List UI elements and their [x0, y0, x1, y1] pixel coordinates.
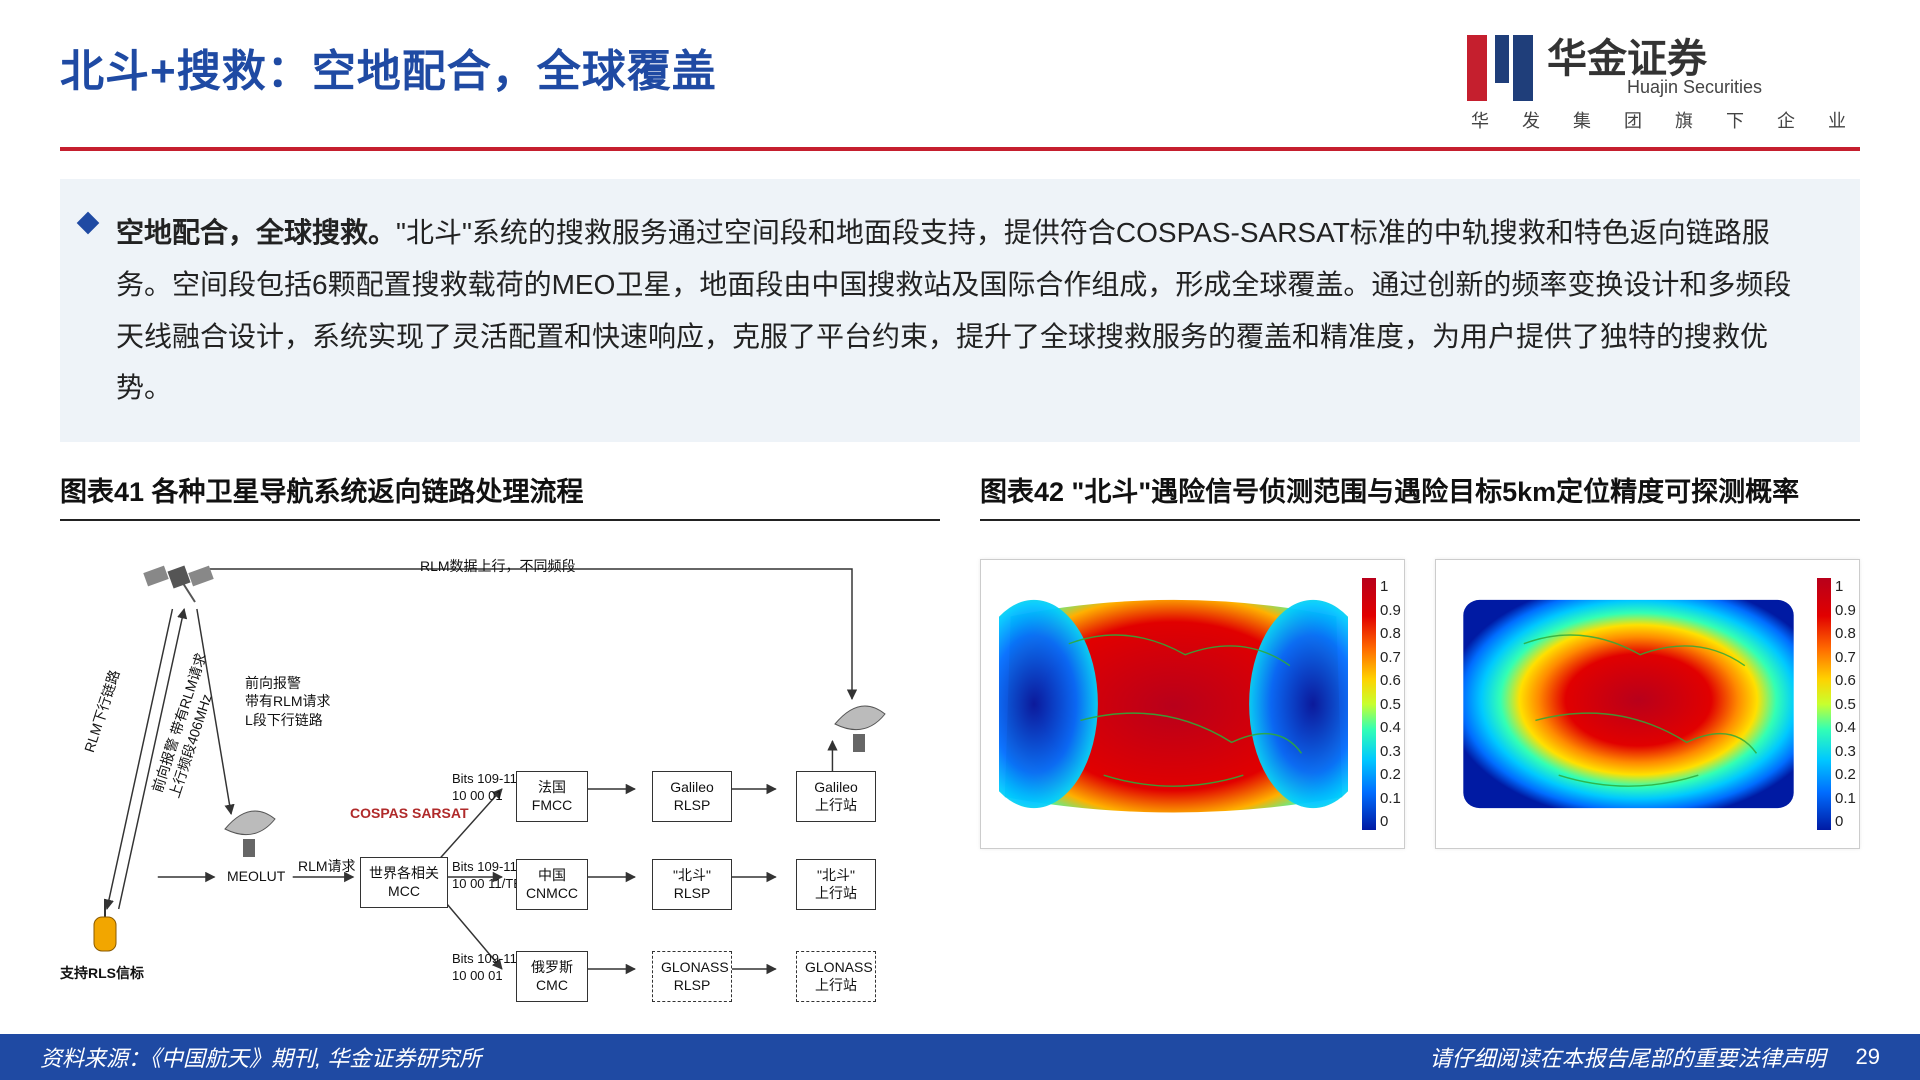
logo-mark-icon	[1467, 35, 1533, 101]
heatmap-right-colorbar: 10.90.80.70.60.50.40.30.20.10	[1817, 578, 1841, 830]
node-france: 法国 FMCC	[516, 771, 588, 821]
lbl-cospas: COSPAS SARSAT	[350, 804, 469, 822]
node-mcc: 世界各相关 MCC	[360, 857, 448, 907]
beacon-icon	[80, 899, 130, 959]
logo-top: 华金证券 Huajin Securities	[1467, 35, 1762, 101]
bullet-text: 空地配合，全球搜救。"北斗"系统的搜救服务通过空间段和地面段支持，提供符合COS…	[116, 207, 1818, 414]
figure41-flowchart: RLM数据上行，不同频段 RLM下行链路 前向报警 带有RLM请求 上行频段40…	[60, 539, 940, 1029]
node-beidou-up: "北斗" 上行站	[796, 859, 876, 909]
logo-subtitle: 华 发 集 团 旗 下 企 业	[1467, 107, 1860, 133]
figure41-title: 图表41 各种卫星导航系统返向链路处理流程	[60, 470, 940, 521]
lbl-beacon: 支持RLS信标	[60, 964, 144, 982]
footer-bar: 资料来源：《中国航天》期刊, 华金证券研究所 请仔细阅读在本报告尾部的重要法律声…	[0, 1034, 1920, 1080]
bullet-lead: 空地配合，全球搜救。	[116, 217, 396, 248]
heatmap-left-colorbar: 10.90.80.70.60.50.40.30.20.10	[1362, 578, 1386, 830]
lbl-forward-warn: 前向报警 带有RLM请求 L段下行链路	[245, 674, 331, 729]
node-beidou-rlsp: "北斗" RLSP	[652, 859, 732, 909]
node-glonass-rlsp: GLONASS RLSP	[652, 951, 732, 1001]
figure42-title: 图表42 "北斗"遇险信号侦测范围与遇险目标5km定位精度可探测概率	[980, 470, 1860, 521]
node-galileo-rlsp: Galileo RLSP	[652, 771, 732, 821]
footer-source: 资料来源：《中国航天》期刊, 华金证券研究所	[40, 1041, 1430, 1073]
logo-block: 华金证券 Huajin Securities 华 发 集 团 旗 下 企 业	[1467, 35, 1860, 133]
figure42-heatmaps: 10.90.80.70.60.50.40.30.20.10	[980, 539, 1860, 869]
node-russia: 俄罗斯 CMC	[516, 951, 588, 1001]
heatmap-left-panel: 10.90.80.70.60.50.40.30.20.10	[980, 559, 1405, 849]
lbl-bits-c: Bits 109-114 10 00 01	[452, 951, 524, 985]
heatmap-right-map	[1454, 578, 1803, 830]
lbl-rlm-req: RLM请求	[298, 857, 356, 875]
title-underline	[60, 147, 1860, 151]
figure41-col: 图表41 各种卫星导航系统返向链路处理流程	[60, 470, 940, 1029]
satellite-icon	[140, 544, 220, 614]
lbl-bits-a: Bits 109-114 10 00 01	[452, 771, 524, 805]
node-galileo-up: Galileo 上行站	[796, 771, 876, 821]
logo-en: Huajin Securities	[1627, 77, 1762, 98]
dish-left-icon	[210, 794, 290, 864]
lbl-meolut: MEOLUT	[227, 867, 285, 885]
bullet-box: 空地配合，全球搜救。"北斗"系统的搜救服务通过空间段和地面段支持，提供符合COS…	[60, 179, 1860, 442]
header-row: 北斗+搜救：空地配合，全球覆盖 华金证券 Huajin Securities 华…	[0, 0, 1920, 133]
node-glonass-up: GLONASS 上行站	[796, 951, 876, 1001]
page-title: 北斗+搜救：空地配合，全球覆盖	[60, 35, 1467, 99]
figures-row: 图表41 各种卫星导航系统返向链路处理流程	[60, 470, 1860, 1029]
footer-legal: 请仔细阅读在本报告尾部的重要法律声明	[1430, 1041, 1826, 1073]
footer-page: 29	[1856, 1044, 1880, 1070]
heatmap-right-panel: 10.90.80.70.60.50.40.30.20.10	[1435, 559, 1860, 849]
heatmap-left-map	[999, 578, 1348, 830]
lbl-rlm-top: RLM数据上行，不同频段	[420, 557, 576, 575]
logo-cn: 华金证券	[1547, 39, 1762, 79]
node-china: 中国 CNMCC	[516, 859, 588, 909]
figure42-col: 图表42 "北斗"遇险信号侦测范围与遇险目标5km定位精度可探测概率	[980, 470, 1860, 1029]
dish-right-icon	[820, 689, 900, 759]
bullet-diamond-icon	[77, 212, 100, 235]
